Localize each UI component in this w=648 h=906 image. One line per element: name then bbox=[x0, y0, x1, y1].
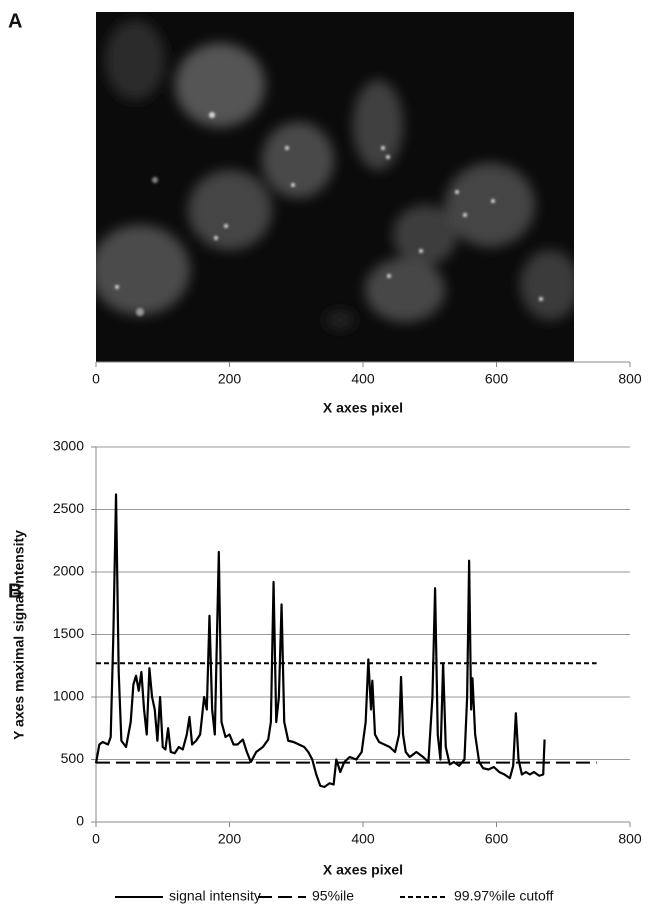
panel-label: B bbox=[8, 580, 22, 602]
x-tick-label: 800 bbox=[618, 371, 642, 387]
x-tick-label: 400 bbox=[351, 831, 375, 847]
panel-label: A bbox=[8, 10, 22, 32]
x-tick-label: 400 bbox=[351, 371, 375, 387]
legend-label: signal intensity bbox=[169, 888, 261, 904]
y-tick-label: 1500 bbox=[53, 625, 84, 641]
x-axis-title: X axes pixel bbox=[323, 862, 403, 878]
y-tick-label: 1000 bbox=[53, 688, 84, 704]
series-line bbox=[94, 493, 546, 789]
legend-label: 95%ile bbox=[312, 888, 354, 904]
x-tick-label: 800 bbox=[618, 831, 642, 847]
micrograph bbox=[96, 12, 574, 362]
y-axis-title: Y axes maximal signal intensity bbox=[11, 530, 27, 740]
x-tick-label: 600 bbox=[485, 371, 509, 387]
x-tick-label: 200 bbox=[218, 371, 242, 387]
x-tick-label: 200 bbox=[218, 831, 242, 847]
y-tick-label: 3000 bbox=[53, 438, 84, 454]
y-tick-label: 0 bbox=[76, 813, 84, 829]
x-tick-label: 0 bbox=[92, 371, 100, 387]
x-tick-label: 600 bbox=[485, 831, 509, 847]
y-tick-label: 2000 bbox=[53, 563, 84, 579]
legend-label: 99.97%ile cutoff bbox=[454, 888, 553, 904]
y-tick-label: 2500 bbox=[53, 500, 84, 516]
x-axis-title: X axes pixel bbox=[323, 400, 403, 416]
x-tick-label: 0 bbox=[92, 831, 100, 847]
y-tick-label: 500 bbox=[61, 750, 85, 766]
